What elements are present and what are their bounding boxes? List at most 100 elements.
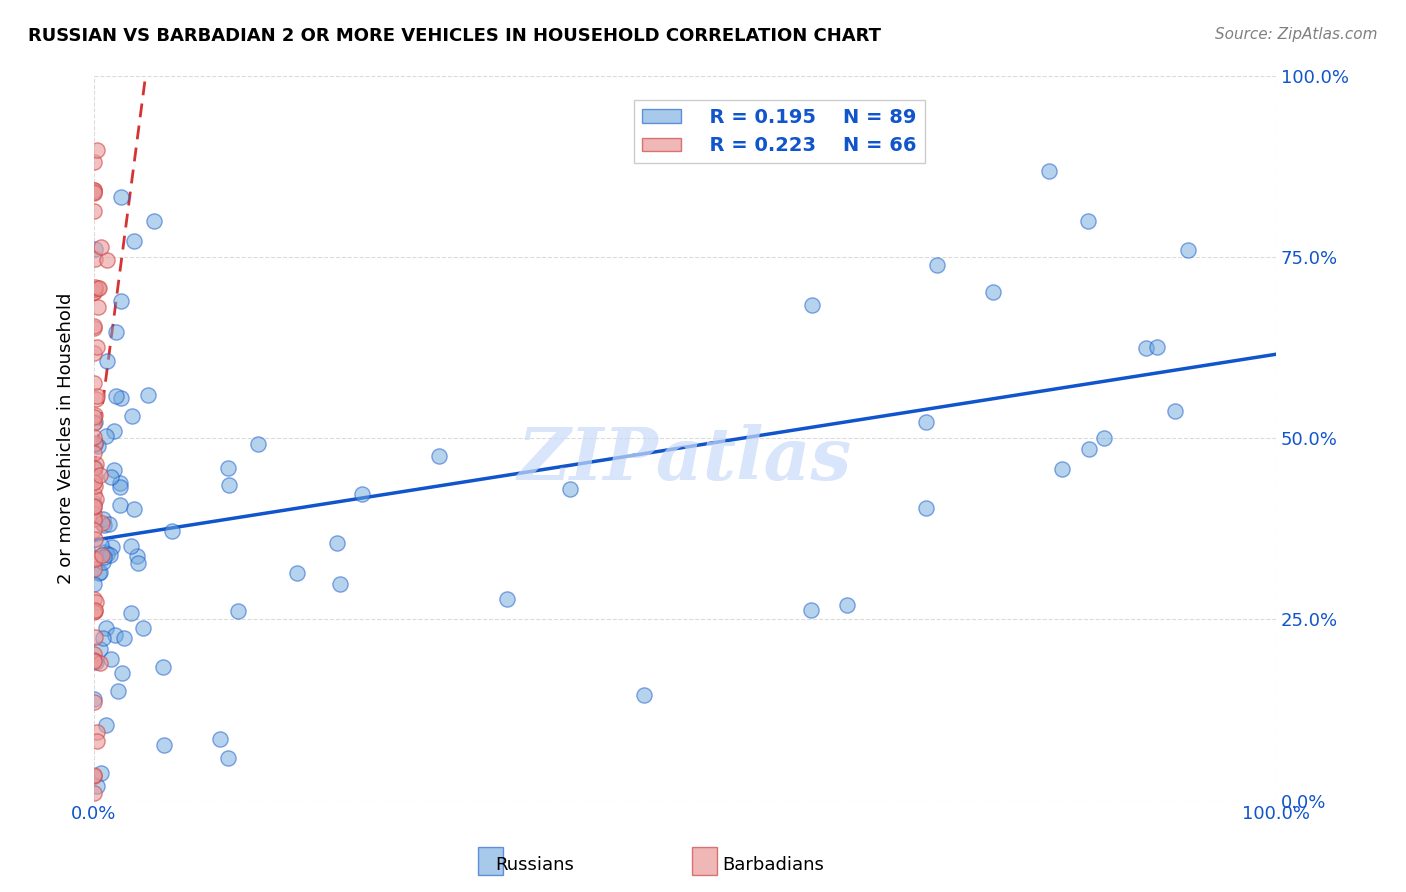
Point (83, 512, 105, 526)
Point (84, 416, 107, 430)
Point (110, 294, 132, 309)
Point (83, 577, 105, 591)
Point (83, 487, 105, 501)
Point (83, 461, 105, 475)
Point (103, 463, 125, 477)
Point (89, 565, 111, 579)
Point (217, 461, 239, 475)
Point (96, 354, 118, 368)
Point (350, 486, 373, 500)
Point (633, 689, 655, 703)
Point (914, 415, 936, 429)
Point (89, 656, 111, 670)
Point (83, 376, 105, 390)
Point (104, 325, 127, 339)
Point (83, 478, 105, 492)
Point (427, 449, 450, 463)
Point (83, 155, 105, 169)
Bar (692, 847, 717, 875)
Point (104, 628, 127, 642)
Point (96, 252, 118, 267)
Point (91, 556, 114, 570)
Point (83, 409, 105, 423)
Point (83, 496, 105, 510)
Point (96, 547, 118, 561)
Point (83, 285, 105, 299)
Point (160, 524, 183, 538)
Point (91, 511, 114, 525)
Point (84, 242, 107, 256)
Point (89, 641, 111, 656)
Point (89, 468, 111, 483)
Point (86, 779, 108, 793)
Point (142, 214, 165, 228)
Point (325, 536, 347, 550)
Text: Barbadians: Barbadians (723, 856, 824, 874)
Point (108, 475, 131, 490)
Point (285, 566, 308, 580)
Point (110, 391, 132, 405)
Point (83, 653, 105, 667)
Point (107, 684, 129, 698)
Point (83, 319, 105, 334)
Point (83, 786, 105, 800)
Point (1092, 431, 1115, 445)
Point (120, 539, 142, 553)
Point (153, 739, 176, 753)
Point (925, 258, 948, 272)
Point (121, 409, 143, 423)
Point (1050, 462, 1073, 476)
Point (98, 548, 121, 562)
Point (83, 436, 105, 450)
Point (108, 480, 131, 494)
Point (83, 550, 105, 565)
Point (86, 733, 108, 747)
Point (83, 500, 105, 514)
Point (93, 518, 115, 533)
Point (98, 517, 121, 532)
Point (83, 321, 105, 335)
Point (83, 185, 105, 199)
Point (91, 631, 114, 645)
Point (83, 475, 105, 490)
Point (122, 502, 145, 516)
Point (87, 281, 110, 295)
Point (104, 389, 127, 403)
Point (83, 280, 105, 294)
Point (90, 538, 112, 552)
Point (83, 446, 105, 460)
Point (83, 630, 105, 644)
Point (1038, 164, 1060, 178)
Point (83, 410, 105, 425)
Point (83, 500, 105, 514)
Point (1164, 404, 1187, 418)
Point (89, 281, 111, 295)
Text: ZIPatlas: ZIPatlas (517, 425, 852, 495)
Point (83, 437, 105, 451)
Point (1146, 340, 1168, 354)
Point (83, 183, 105, 197)
Point (837, 599, 859, 613)
Point (87, 566, 110, 581)
Point (83, 471, 105, 485)
Point (83, 551, 105, 566)
Point (83, 475, 105, 490)
Point (110, 190, 132, 204)
Point (915, 501, 938, 516)
Point (558, 482, 581, 496)
Point (90, 765, 112, 780)
Point (83, 252, 105, 266)
Point (83, 282, 105, 296)
Point (122, 234, 145, 248)
Point (84, 469, 107, 483)
Point (1078, 442, 1101, 456)
Point (94, 545, 117, 559)
Point (96, 717, 118, 731)
Point (120, 606, 142, 620)
Point (87, 300, 110, 314)
Point (83, 592, 105, 607)
Point (208, 731, 231, 746)
Point (111, 665, 134, 680)
Point (86, 388, 108, 402)
Point (83, 523, 105, 537)
